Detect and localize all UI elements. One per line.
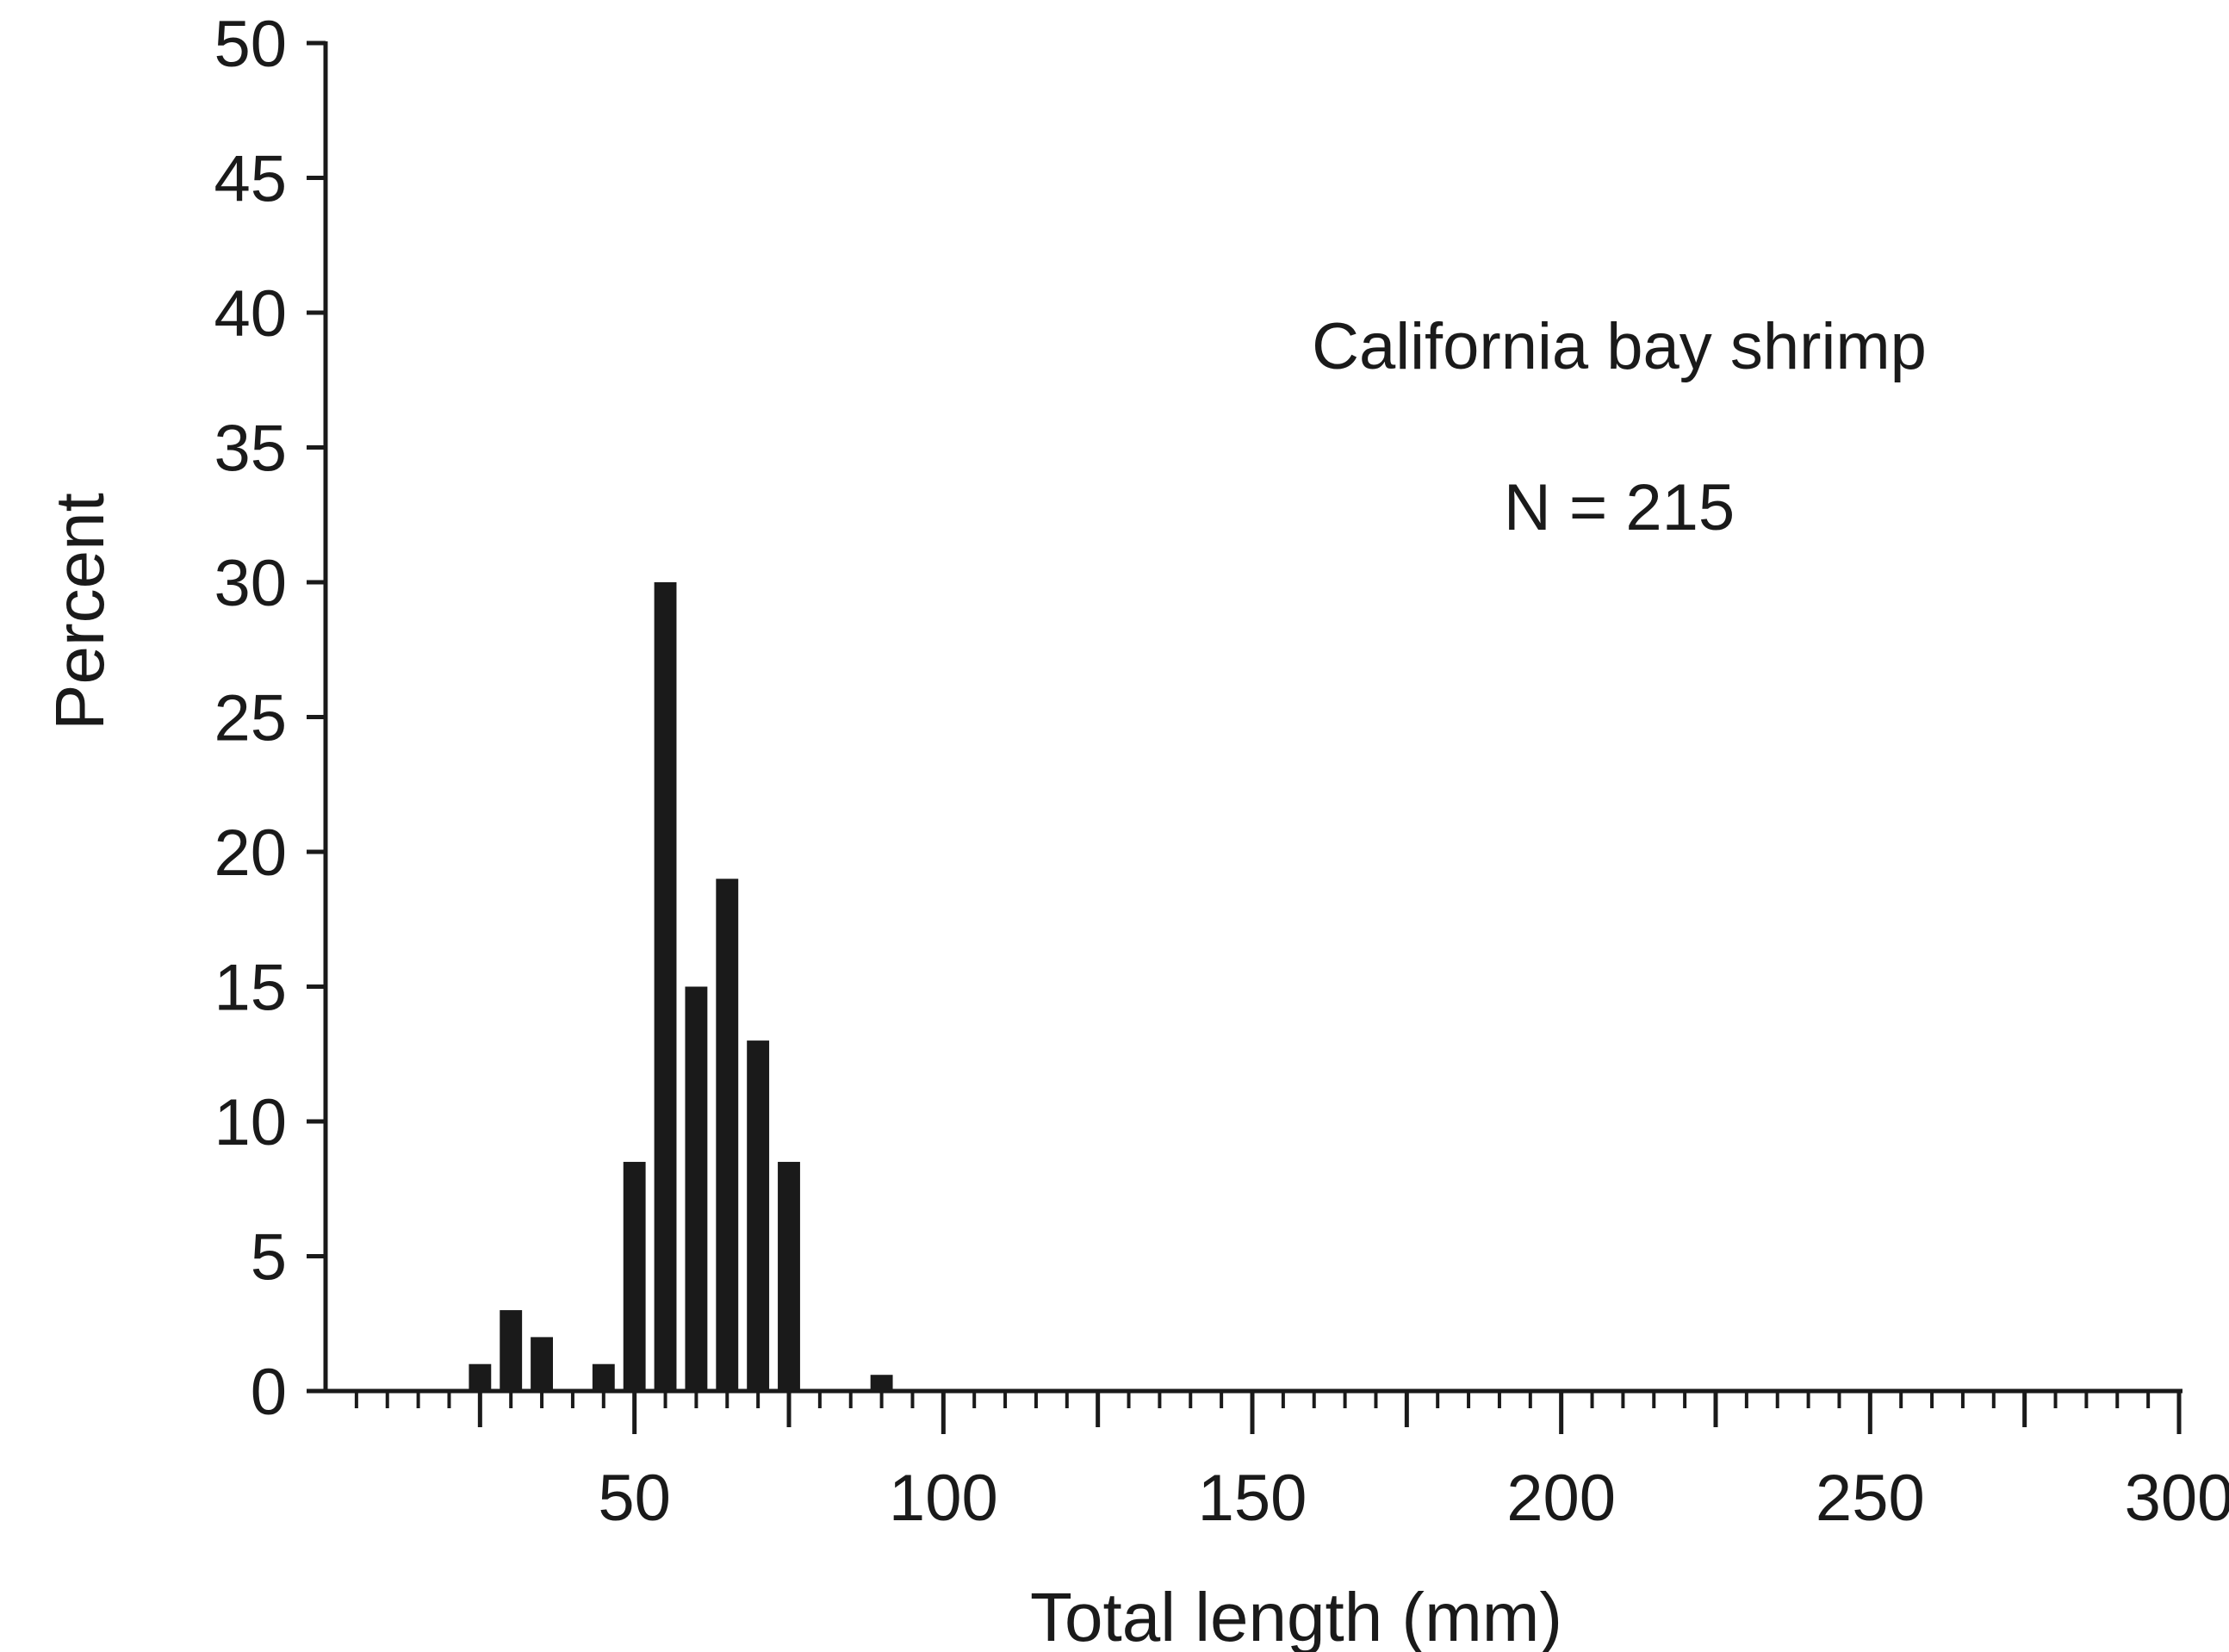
y-tick-label: 25 <box>214 682 287 755</box>
y-tick-label: 10 <box>214 1086 287 1159</box>
histogram-bar <box>469 1363 492 1391</box>
histogram-bar <box>716 879 739 1391</box>
bars-group <box>469 582 893 1391</box>
y-tick-label: 30 <box>214 547 287 620</box>
y-tick-label: 35 <box>214 413 287 486</box>
x-tick-label: 250 <box>1816 1462 1925 1535</box>
histogram-bar <box>531 1337 553 1391</box>
x-tick-label: 50 <box>598 1462 671 1535</box>
x-axis-label: Total length (mm) <box>1030 1579 1562 1652</box>
y-tick-label: 20 <box>214 817 287 890</box>
x-tick-labels: 50 100 150 200 250 300 <box>598 1462 2229 1535</box>
y-tick-labels: 0 5 10 15 20 25 30 35 40 45 50 <box>214 8 287 1429</box>
histogram-bar <box>870 1375 893 1391</box>
histogram-bar <box>592 1363 615 1391</box>
histogram-bar <box>778 1161 800 1391</box>
y-tick-label: 50 <box>214 8 287 81</box>
chart-title: California bay shrimp <box>1312 310 1927 383</box>
histogram-bar <box>747 1040 770 1391</box>
histogram-bar <box>623 1161 646 1391</box>
histogram-bar <box>685 986 708 1391</box>
x-tick-label: 200 <box>1506 1462 1616 1535</box>
histogram-bar <box>500 1310 523 1391</box>
y-tick-label: 45 <box>214 143 287 216</box>
axes-group <box>307 40 2182 1434</box>
y-tick-label: 0 <box>251 1356 287 1429</box>
histogram-bar <box>654 582 677 1391</box>
x-tick-label: 300 <box>2125 1462 2229 1535</box>
y-tick-label: 15 <box>214 952 287 1025</box>
y-axis-label: Percent <box>41 493 118 730</box>
x-tick-label: 150 <box>1198 1462 1307 1535</box>
y-tick-label: 40 <box>214 277 287 351</box>
sample-size-label: N = 215 <box>1504 471 1735 544</box>
x-tick-label: 100 <box>889 1462 998 1535</box>
y-tick-label: 5 <box>251 1221 287 1295</box>
